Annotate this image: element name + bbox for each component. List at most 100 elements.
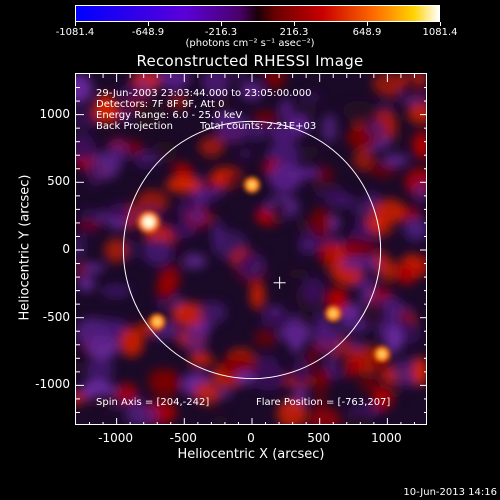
x-tick-label: -1000	[98, 431, 134, 445]
intensity-blob	[301, 145, 320, 159]
spin-axis-crosshair	[273, 276, 286, 289]
intensity-blob	[347, 411, 374, 424]
intensity-blob	[236, 371, 254, 385]
colorbar-tick	[367, 22, 368, 26]
intensity-blob	[76, 108, 96, 130]
y-axis-label: Heliocentric Y (arcsec)	[17, 174, 33, 321]
colorbar-tick	[148, 22, 149, 26]
timestamp: 10-Jun-2013 14:16	[403, 487, 497, 498]
intensity-blob	[76, 74, 93, 104]
intensity-blob	[85, 359, 114, 382]
intensity-blob	[374, 198, 406, 225]
intensity-blob	[238, 148, 252, 160]
intensity-blob	[276, 399, 308, 424]
y-tick-label: -1000	[35, 377, 70, 392]
intensity-blob	[109, 218, 124, 229]
intensity-blob	[315, 188, 348, 199]
colorbar-tick-label: -648.9	[131, 27, 165, 38]
energy-range: Energy Range: 6.0 - 25.0 keV	[96, 110, 243, 121]
intensity-blob	[407, 103, 426, 125]
intensity-blob	[354, 215, 367, 241]
intensity-blob	[404, 217, 426, 241]
intensity-blob	[155, 298, 170, 311]
intensity-blob	[148, 372, 182, 397]
intensity-blob	[419, 254, 426, 275]
intensity-blob	[372, 74, 402, 96]
intensity-blob	[211, 415, 230, 424]
bright-source-core	[329, 309, 338, 318]
time-range: 29-Jun-2003 23:03:44.000 to 23:05:00.000	[96, 88, 312, 99]
intensity-blob	[340, 257, 374, 270]
intensity-blob	[246, 124, 269, 141]
intensity-blob	[77, 276, 96, 292]
y-tick-label: -500	[42, 309, 70, 324]
intensity-blob	[171, 302, 207, 327]
colorbar-tick	[440, 22, 441, 26]
intensity-blob	[263, 74, 286, 90]
colorbar-tick	[294, 22, 295, 26]
intensity-blob	[358, 303, 387, 327]
colorbar-units: (photons cm⁻² s⁻¹ asec⁻²)	[185, 38, 315, 49]
intensity-blob	[169, 95, 188, 109]
intensity-blob	[225, 172, 250, 189]
intensity-blob	[240, 81, 264, 101]
flare-position: Flare Position = [-763,207]	[256, 397, 391, 408]
x-axis-label: Heliocentric X (arcsec)	[177, 447, 325, 462]
bright-source-core	[142, 215, 155, 228]
method: Back Projection	[96, 121, 173, 132]
intensity-blob	[386, 325, 403, 353]
intensity-blob	[351, 353, 365, 373]
x-tick-label: 0	[247, 431, 255, 445]
intensity-blob	[366, 120, 386, 137]
intensity-blob	[158, 74, 190, 91]
intensity-blob	[76, 261, 88, 282]
intensity-blob	[309, 207, 333, 237]
detectors: Detectors: 7F 8F 9F, Att 0	[96, 99, 225, 110]
intensity-blob	[107, 140, 129, 164]
intensity-blob	[335, 351, 350, 376]
intensity-blob	[298, 91, 322, 104]
intensity-blob	[298, 238, 316, 254]
intensity-blob	[142, 238, 173, 266]
intensity-blob	[253, 329, 278, 348]
intensity-blob	[118, 83, 143, 102]
bright-source-core	[153, 317, 162, 326]
intensity-blob	[172, 163, 193, 178]
intensity-blob	[382, 154, 410, 166]
intensity-blob	[116, 382, 138, 405]
y-tick-label: 1000	[39, 106, 70, 121]
intensity-blob	[96, 319, 129, 338]
intensity-blob	[259, 313, 292, 328]
intensity-blob	[188, 351, 214, 368]
image-plot: 29-Jun-2003 23:03:44.000 to 23:05:00.000…	[75, 73, 427, 425]
x-tick-label: -500	[169, 431, 197, 445]
intensity-blob	[101, 285, 132, 297]
bright-source-core	[248, 181, 256, 190]
x-tick-label: 1000	[371, 431, 402, 445]
intensity-blob	[396, 263, 417, 286]
intensity-blob	[134, 149, 158, 169]
colorbar-tick-label: 216.3	[279, 27, 309, 38]
intensity-blob	[76, 134, 96, 161]
intensity-blob	[293, 356, 309, 386]
intensity-blob	[373, 250, 390, 272]
y-tick-label: 500	[47, 174, 70, 189]
intensity-blob	[403, 74, 419, 102]
intensity-blob	[158, 267, 181, 291]
x-tick-label: 500	[307, 431, 331, 445]
intensity-blob	[210, 221, 226, 249]
intensity-blob	[279, 98, 293, 121]
intensity-blob	[295, 217, 309, 232]
intensity-blob	[412, 131, 426, 159]
colorbar	[75, 5, 440, 22]
intensity-blob	[135, 189, 169, 214]
intensity-blob	[126, 141, 144, 155]
colorbar-tick-label: -216.3	[204, 27, 238, 38]
intensity-blob	[236, 252, 266, 278]
image-canvas	[76, 74, 426, 424]
intensity-blob	[412, 356, 426, 386]
intensity-blob	[268, 163, 302, 193]
intensity-blob	[119, 328, 144, 358]
intensity-blob	[315, 367, 330, 389]
intensity-blob	[88, 161, 101, 189]
